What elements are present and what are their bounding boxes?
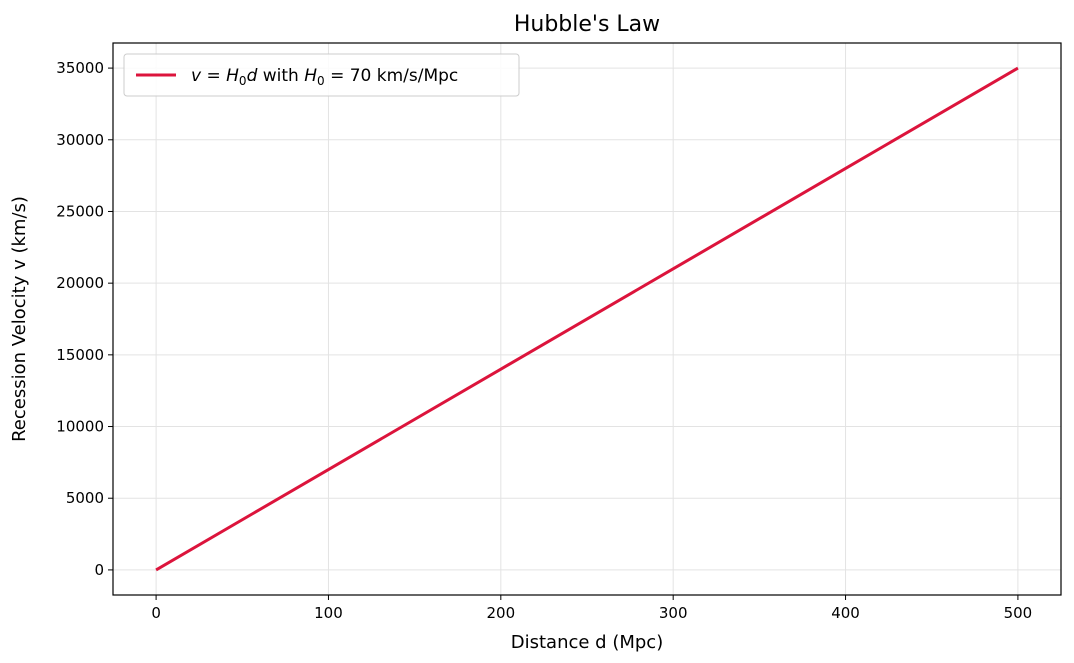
y-tick-label: 25000 [56,202,104,220]
ticks: 0 100 200 300 400 500050001000015000200002500… [56,59,1032,622]
x-tick-label: 300 [659,604,688,622]
x-tick-label: 400 [831,604,860,622]
chart-title: Hubble's Law [514,12,660,37]
x-tick-label: 100 [314,604,343,622]
gridlines [113,43,1061,595]
legend: v = H0d with H0 = 70 km/s/Mpc [123,53,520,97]
plot-area-frame [112,42,1062,596]
x-tick-label: 200 [486,604,515,622]
y-tick-label: 15000 [56,346,104,364]
legend-box [123,53,520,97]
y-axis-label: Recession Velocity v (km/s) [9,196,30,442]
x-tick-label: 500 [1004,604,1033,622]
series-layer [155,66,1019,572]
x-tick-label: 0 [151,604,161,622]
y-tick-label: 0 [94,561,104,579]
y-tick-label: 20000 [56,274,104,292]
x-axis-label: Distance d (Mpc) [511,632,663,653]
y-tick-label: 5000 [66,489,104,507]
y-tick-label: 10000 [56,418,104,436]
series-line [155,66,1019,572]
legend-entry-label: v = H0d with H0 = 70 km/s/Mpc [191,66,458,88]
y-tick-label: 30000 [56,131,104,149]
y-tick-label: 35000 [56,59,104,77]
